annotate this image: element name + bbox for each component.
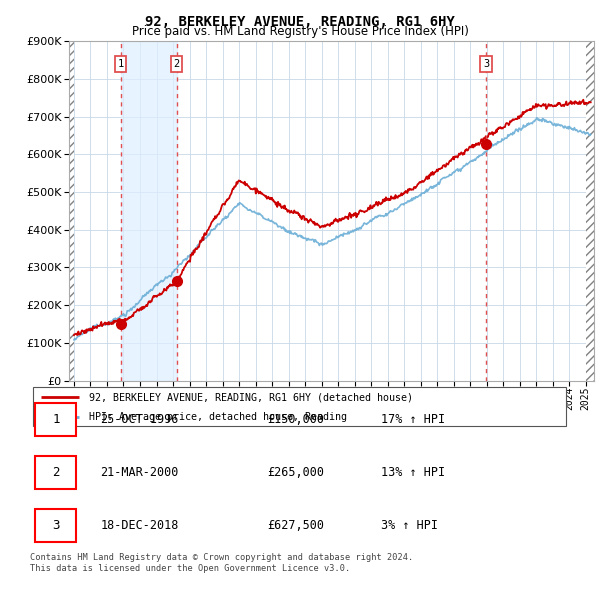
Bar [121,41,176,381]
Text: £265,000: £265,000 [268,466,325,479]
FancyBboxPatch shape [35,402,76,435]
Text: HPI: Average price, detached house, Reading: HPI: Average price, detached house, Read… [89,412,347,422]
Text: 2: 2 [173,59,180,69]
Text: 3: 3 [52,519,59,532]
Bar [586,41,594,381]
Text: 21-MAR-2000: 21-MAR-2000 [100,466,179,479]
Text: £627,500: £627,500 [268,519,325,532]
FancyBboxPatch shape [35,455,76,489]
Text: 92, BERKELEY AVENUE, READING, RG1 6HY (detached house): 92, BERKELEY AVENUE, READING, RG1 6HY (d… [89,392,413,402]
Text: 18-DEC-2018: 18-DEC-2018 [100,519,179,532]
Text: 2: 2 [52,466,59,479]
Text: 17% ↑ HPI: 17% ↑ HPI [381,413,445,426]
Text: 3: 3 [483,59,489,69]
Text: 92, BERKELEY AVENUE, READING, RG1 6HY: 92, BERKELEY AVENUE, READING, RG1 6HY [145,15,455,29]
Text: 3% ↑ HPI: 3% ↑ HPI [381,519,438,532]
Text: 1: 1 [52,413,59,426]
Text: 1: 1 [118,59,124,69]
Text: Price paid vs. HM Land Registry's House Price Index (HPI): Price paid vs. HM Land Registry's House … [131,25,469,38]
FancyBboxPatch shape [35,509,76,542]
FancyBboxPatch shape [33,387,566,426]
Text: 25-OCT-1996: 25-OCT-1996 [100,413,179,426]
Text: 13% ↑ HPI: 13% ↑ HPI [381,466,445,479]
Text: Contains HM Land Registry data © Crown copyright and database right 2024.
This d: Contains HM Land Registry data © Crown c… [30,553,413,573]
Text: £150,000: £150,000 [268,413,325,426]
Bar [69,41,74,381]
